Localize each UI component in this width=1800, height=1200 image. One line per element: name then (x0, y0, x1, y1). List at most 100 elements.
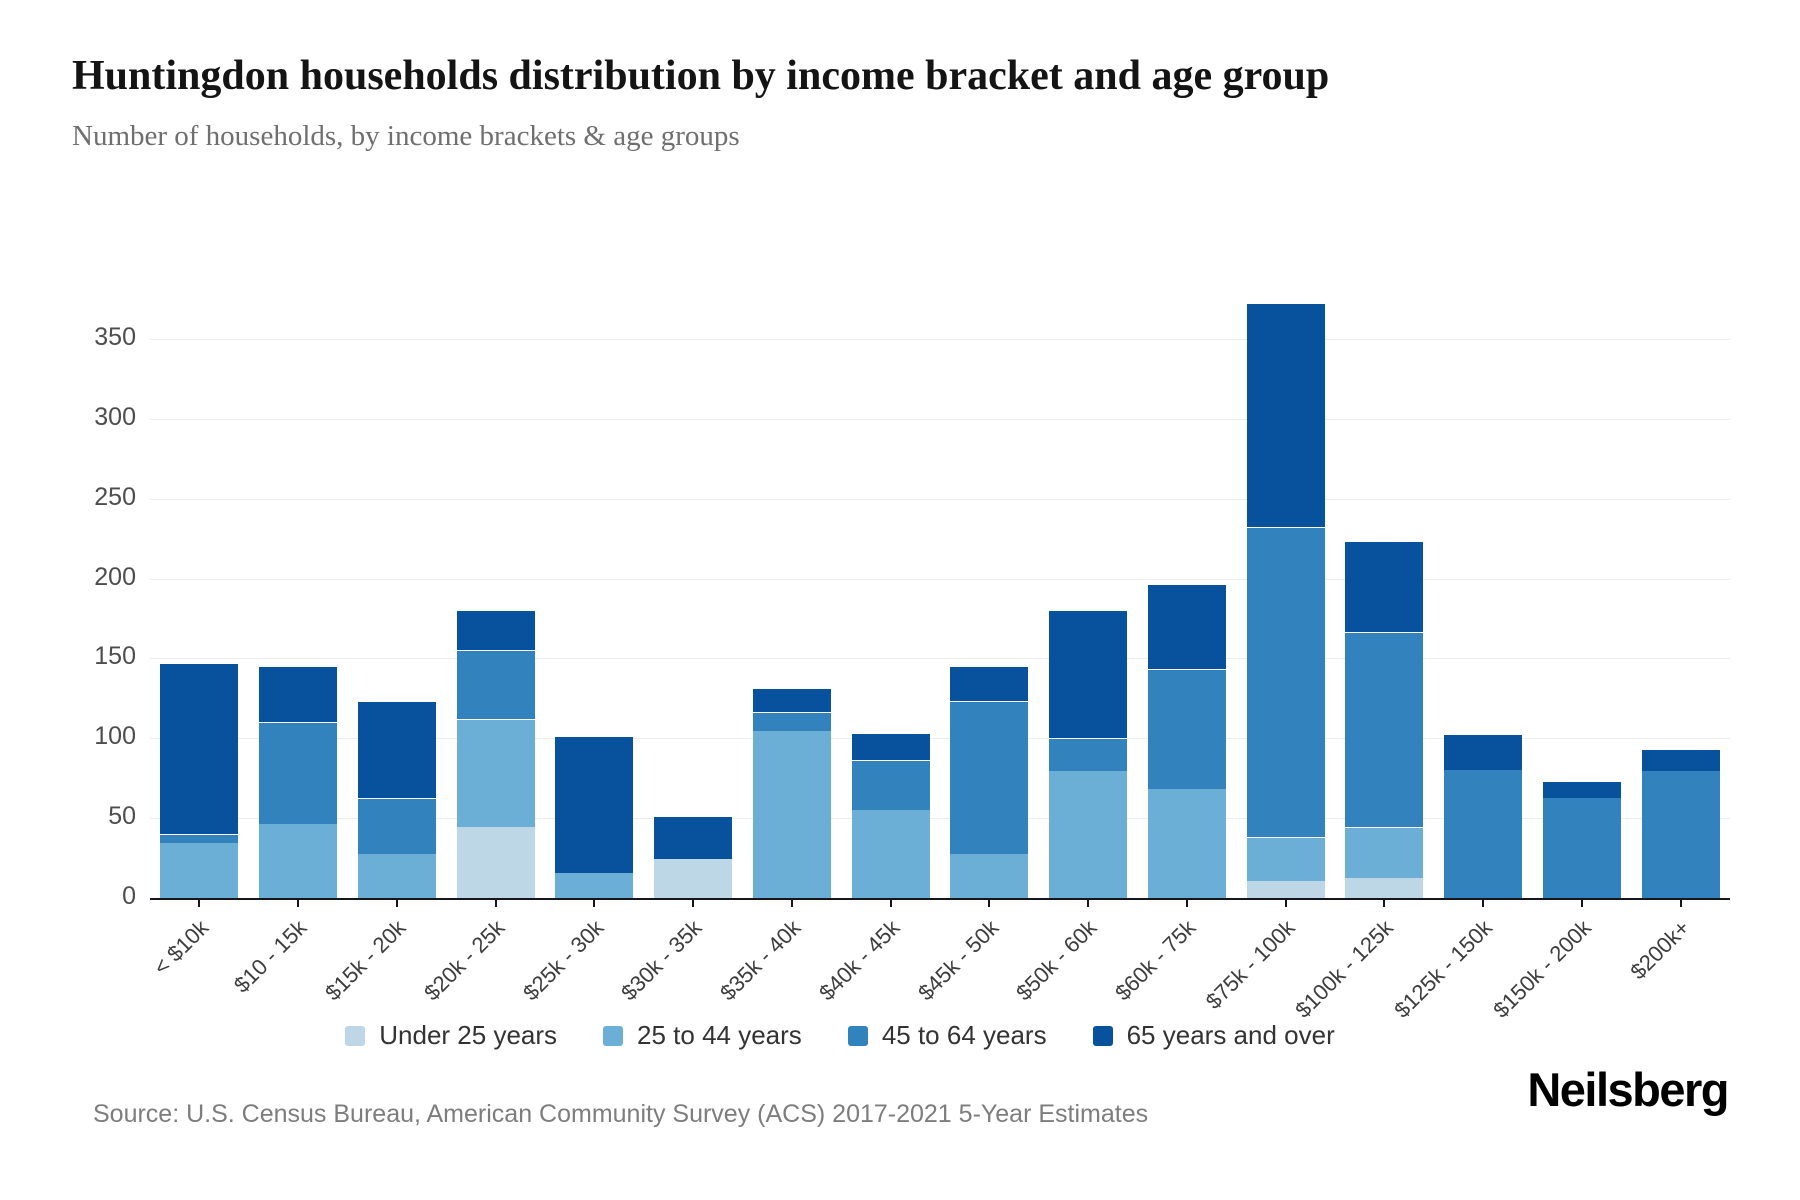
legend-item[interactable]: 45 to 64 years (847, 1020, 1047, 1051)
stacked-bar-5[interactable] (555, 736, 634, 899)
bar-segment[interactable] (1345, 632, 1424, 828)
bar-segment[interactable] (950, 700, 1029, 855)
bar-segment[interactable] (456, 718, 535, 828)
bar-segment[interactable] (456, 649, 535, 719)
bar-segment[interactable] (1049, 771, 1128, 899)
stacked-bar-1[interactable] (160, 662, 239, 899)
legend-swatch-icon (847, 1025, 868, 1046)
bar-segment[interactable] (456, 827, 535, 899)
bar-segment[interactable] (1345, 878, 1424, 899)
bar-segment[interactable] (1147, 584, 1226, 669)
bar-segment[interactable] (1246, 881, 1325, 899)
bar-segment[interactable] (1444, 734, 1523, 770)
x-axis-tick-label: $45k - 50k (912, 915, 1004, 1006)
bar-segment[interactable] (1542, 780, 1621, 799)
bar-segment[interactable] (357, 798, 436, 855)
bar-segment[interactable] (654, 859, 733, 899)
bar-segment[interactable] (1246, 303, 1325, 527)
legend-item[interactable]: 25 to 44 years (603, 1020, 802, 1051)
stacked-bar-11[interactable] (1147, 584, 1226, 899)
x-axis-tick (988, 899, 991, 907)
y-axis-tick-label: 250 (94, 482, 136, 511)
stacked-bar-12[interactable] (1246, 303, 1325, 899)
bar-segment[interactable] (851, 732, 930, 761)
bar-segment[interactable] (950, 665, 1029, 701)
x-axis-tick-label: $125k - 150k (1389, 915, 1497, 1023)
gridline-y150 (150, 658, 1730, 660)
bar-segment[interactable] (851, 760, 930, 810)
stacked-bar-14[interactable] (1444, 734, 1523, 899)
stacked-bar-9[interactable] (950, 665, 1029, 899)
bar-cell (545, 300, 644, 899)
bar-segment[interactable] (1246, 836, 1325, 882)
stacked-bar-4[interactable] (456, 609, 535, 899)
bars-container (150, 300, 1730, 899)
bar-segment[interactable] (259, 721, 338, 824)
bar-segment[interactable] (1246, 526, 1325, 837)
stacked-bar-10[interactable] (1049, 609, 1128, 899)
bar-segment[interactable] (1049, 609, 1128, 738)
bar-segment[interactable] (1641, 771, 1720, 899)
bar-cell (1039, 300, 1138, 899)
bar-segment[interactable] (160, 843, 239, 899)
bar-segment[interactable] (1444, 769, 1523, 899)
bar-segment[interactable] (950, 854, 1029, 899)
chart-subtitle: Number of households, by income brackets… (72, 120, 740, 152)
bar-cell (841, 300, 940, 899)
bar-segment[interactable] (1147, 669, 1226, 789)
gridline-y250 (150, 498, 1730, 500)
bar-cell (1236, 300, 1335, 899)
gridline-y200 (150, 578, 1730, 580)
bar-segment[interactable] (357, 854, 436, 899)
x-axis-tick-label: $10 - 15k (229, 915, 312, 998)
stacked-bar-2[interactable] (259, 665, 338, 899)
bar-segment[interactable] (555, 736, 634, 874)
x-axis-tick (395, 899, 398, 907)
bar-segment[interactable] (1147, 788, 1226, 899)
bar-cell (1631, 300, 1730, 899)
bar-segment[interactable] (1641, 748, 1720, 772)
plot-area: 0 50 100 150 200 250 300 350 < $10k $10 - 15k $15k… (94, 300, 1730, 1023)
x-axis-tick-label: $30k - 35k (616, 915, 707, 1006)
bar-cell (1335, 300, 1434, 899)
stacked-bar-7[interactable] (752, 688, 831, 899)
bar-segment[interactable] (160, 833, 239, 844)
stacked-bar-13[interactable] (1345, 541, 1424, 899)
stacked-bar-16[interactable] (1641, 748, 1720, 899)
page-title: Huntingdon households distribution by in… (72, 53, 1330, 99)
bar-cell (940, 300, 1039, 899)
bar-segment[interactable] (357, 700, 436, 799)
legend-label: 45 to 64 years (881, 1020, 1047, 1050)
stacked-bar-15[interactable] (1542, 780, 1621, 899)
bar-cell (644, 300, 743, 899)
bar-segment[interactable] (752, 712, 831, 732)
gridline-y350 (150, 338, 1730, 340)
bar-segment[interactable] (160, 662, 239, 834)
bar-segment[interactable] (752, 688, 831, 713)
legend-item[interactable]: 65 years and over (1092, 1020, 1335, 1051)
bar-segment[interactable] (1345, 541, 1424, 633)
chart-legend: Under 25 years 25 to 44 years 45 to 64 yea… (150, 1020, 1530, 1051)
x-axis-tick-label: $100k - 125k (1290, 915, 1399, 1023)
stacked-bar-3[interactable] (357, 700, 436, 899)
bar-segment[interactable] (259, 823, 338, 899)
bar-cell (1138, 300, 1237, 899)
x-axis-tick (692, 899, 695, 907)
y-axis-tick-label: 300 (94, 402, 136, 431)
x-axis-tick-label: $50k - 60k (1011, 915, 1102, 1006)
bar-segment[interactable] (1542, 798, 1621, 899)
bar-segment[interactable] (259, 665, 338, 722)
bar-segment[interactable] (456, 609, 535, 650)
bar-segment[interactable] (1049, 737, 1128, 772)
bar-segment[interactable] (851, 809, 930, 899)
bar-segment[interactable] (555, 873, 634, 899)
x-axis-tick (297, 899, 300, 907)
bar-segment[interactable] (1345, 827, 1424, 879)
bar-segment[interactable] (654, 815, 733, 860)
x-axis-tick (1185, 899, 1188, 907)
stacked-bar-8[interactable] (851, 732, 930, 899)
bar-segment[interactable] (752, 731, 831, 899)
stacked-bar-6[interactable] (654, 815, 733, 899)
legend-item[interactable]: Under 25 years (345, 1020, 557, 1051)
